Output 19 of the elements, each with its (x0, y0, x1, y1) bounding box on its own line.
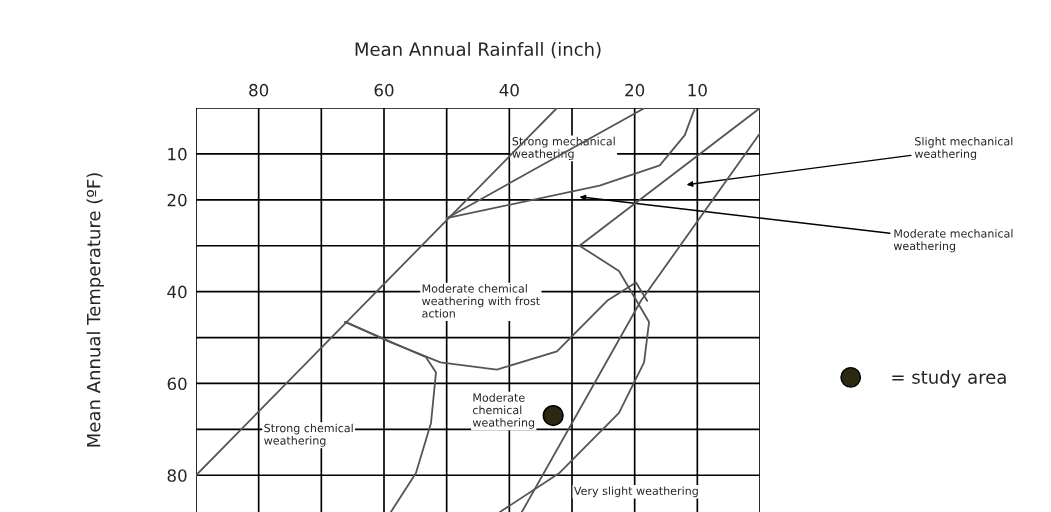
y-tick-label: 20 (167, 193, 187, 207)
y-tick-label: 40 (167, 285, 187, 299)
text: Slight mechanical weathering (914, 136, 1013, 161)
x-tick-label: 40 (499, 83, 519, 97)
legend-label: = study area (892, 369, 1006, 388)
text: Moderate mechanical weathering (893, 229, 1013, 253)
y-tick-label: 10 (168, 147, 187, 161)
x-axis-title: Mean Annual Rainfall (inch) (355, 42, 601, 59)
annotation: Moderate chemical weathering with frost action (422, 284, 540, 318)
y-tick-label: 80 (167, 469, 187, 482)
y-axis-title: Mean Annual Temperature (ºF) (86, 173, 104, 447)
x-tick-label: 20 (625, 83, 645, 97)
x-tick-label: 10 (688, 83, 707, 97)
y-tick-label: 60 (167, 377, 187, 391)
annotation: Very slight weathering (573, 486, 698, 498)
annotation: Moderate chemical weathering (472, 393, 535, 429)
annotation: Strong chemical weathering (264, 423, 353, 447)
x-tick-label: 60 (374, 83, 394, 97)
x-tick-label: 80 (249, 83, 269, 97)
